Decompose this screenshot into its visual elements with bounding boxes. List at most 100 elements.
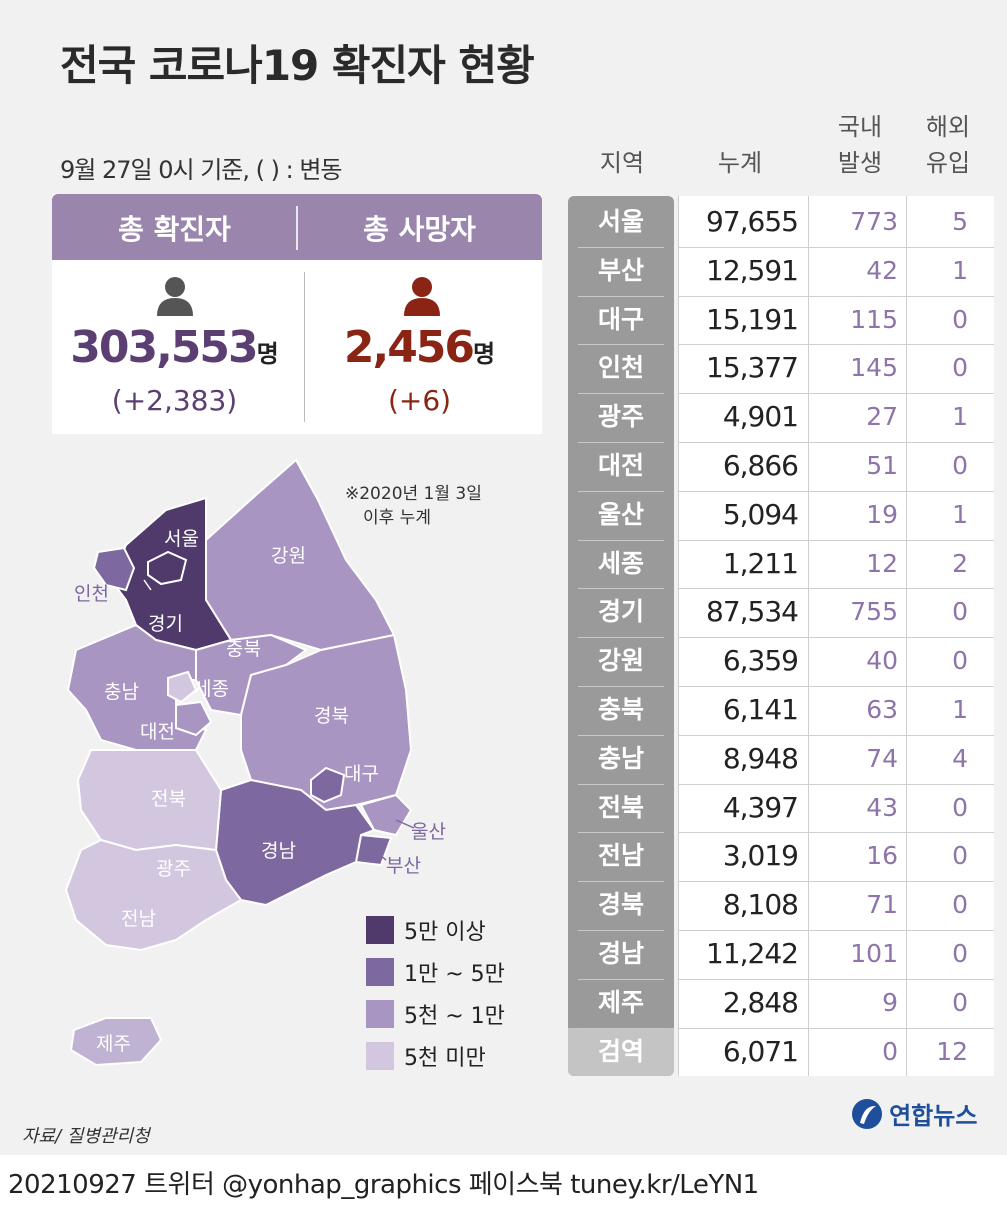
leader-line-incheon: [143, 579, 152, 591]
cell-region: 강원: [597, 646, 644, 675]
cell-cumulative: 1,211: [722, 547, 799, 580]
cell-domestic: 9: [882, 988, 898, 1017]
region-separator: [578, 247, 664, 248]
legend-label-1: 5만 이상: [404, 920, 486, 945]
legend-swatch-4: [366, 1042, 394, 1070]
cell-domestic: 74: [866, 744, 898, 773]
row-separator: [678, 540, 994, 541]
cell-cumulative: 5,094: [722, 498, 799, 531]
cell-cumulative: 6,359: [722, 644, 799, 677]
row-separator: [678, 784, 994, 785]
confirmed-change: (+2,383): [111, 384, 238, 417]
cell-cumulative: 87,534: [706, 595, 799, 628]
cell-overseas: 1: [952, 500, 968, 529]
region-daejeon: [175, 700, 213, 737]
row-separator: [678, 979, 994, 980]
header-divider: [296, 206, 298, 250]
map-label-chungnam: 충남: [104, 681, 139, 703]
cell-domestic: 0: [882, 1037, 898, 1066]
cell-domestic: 101: [850, 939, 898, 968]
confirmed-unit: 명: [256, 340, 279, 368]
region-daegu: [310, 766, 346, 804]
table-divider-1: [808, 196, 809, 1076]
cell-domestic: 71: [866, 890, 898, 919]
cell-overseas: 0: [952, 890, 968, 919]
cell-region: 제주: [597, 988, 644, 1017]
cell-region: 경북: [597, 890, 644, 919]
region-jeonnam: [64, 838, 243, 952]
summary-divider: [304, 272, 305, 422]
map-label-incheon: 인천: [74, 583, 109, 605]
cell-overseas: 0: [952, 939, 968, 968]
row-separator: [678, 491, 994, 492]
cell-cumulative: 6,071: [722, 1035, 799, 1068]
map-label-daegu: 대구: [344, 763, 379, 785]
cell-region: 세종: [597, 549, 644, 578]
row-separator: [678, 296, 994, 297]
cell-domestic: 40: [866, 646, 898, 675]
person-icon-deaths: [404, 277, 440, 316]
korea-map: 서울 인천 경기 강원 충북 충남 세종 대전 경북 대구 울산 부산 전북 광…: [64, 458, 446, 1067]
deaths-change: (+6): [387, 384, 452, 417]
row-separator: [678, 686, 994, 687]
region-separator: [578, 442, 664, 443]
row-separator: [678, 832, 994, 833]
region-separator: [578, 930, 664, 931]
leader-line-ulsan: [395, 819, 415, 829]
cell-cumulative: 4,901: [722, 400, 799, 433]
cell-region: 대구: [597, 305, 644, 334]
person-icon: [157, 277, 193, 316]
region-separator: [578, 540, 664, 541]
row-separator: [678, 930, 994, 931]
note-line2: 이후 누계: [363, 508, 431, 528]
cell-domestic: 12: [866, 549, 898, 578]
header-overseas: 해외 유입: [910, 112, 986, 178]
region-separator: [578, 881, 664, 882]
deaths-value: 2,456: [343, 322, 475, 373]
cell-cumulative: 8,948: [722, 742, 799, 775]
cell-overseas: 1: [952, 256, 968, 285]
cell-overseas: 12: [936, 1037, 968, 1066]
header-domestic-line2: 발생: [837, 149, 883, 177]
cell-cumulative: 6,866: [722, 449, 799, 482]
cell-domestic: 16: [866, 841, 898, 870]
region-jeju: [69, 1017, 163, 1067]
cell-overseas: 5: [952, 207, 968, 236]
deaths-total: 2,456명: [297, 322, 542, 373]
cell-overseas: 0: [952, 353, 968, 382]
cell-cumulative: 2,848: [722, 986, 799, 1019]
cell-overseas: 0: [952, 597, 968, 626]
cell-domestic: 115: [850, 305, 898, 334]
cell-overseas: 0: [952, 646, 968, 675]
cumulative-note: ※2020년 1월 3일 이후 누계: [345, 482, 482, 530]
summary-header: 총 확진자 총 사망자: [52, 194, 542, 260]
region-separator: [578, 491, 664, 492]
row-separator: [678, 735, 994, 736]
cell-region: 충북: [597, 695, 644, 724]
legend-label-2: 1만 ~ 5만: [404, 962, 505, 987]
region-separator: [578, 784, 664, 785]
header-domestic: 국내 발생: [822, 112, 898, 178]
cell-domestic: 42: [866, 256, 898, 285]
page-title: 전국 코로나19 확진자 현황: [60, 41, 535, 90]
cell-overseas: 1: [952, 402, 968, 431]
cell-region: 대전: [597, 451, 644, 480]
region-separator: [578, 735, 664, 736]
cell-overseas: 0: [952, 305, 968, 334]
region-jeonbuk: [76, 749, 223, 852]
legend-swatch-3: [366, 1000, 394, 1028]
cell-overseas: 0: [952, 841, 968, 870]
cell-region: 서울: [597, 207, 644, 236]
legend-label-3: 5천 ~ 1만: [404, 1004, 505, 1029]
header-domestic-line1: 국내: [837, 113, 883, 141]
cell-region: 전남: [597, 841, 644, 870]
region-separator: [578, 344, 664, 345]
region-column: [568, 196, 674, 1076]
cell-cumulative: 3,019: [722, 839, 799, 872]
cell-domestic: 43: [866, 793, 898, 822]
map-label-gwangju: 광주: [156, 858, 191, 880]
header-cumulative: 누계: [717, 149, 763, 177]
logo-text: 연합뉴스: [889, 1102, 978, 1130]
row-separator: [678, 1028, 994, 1029]
map-label-gyeongbuk: 경북: [314, 705, 349, 727]
